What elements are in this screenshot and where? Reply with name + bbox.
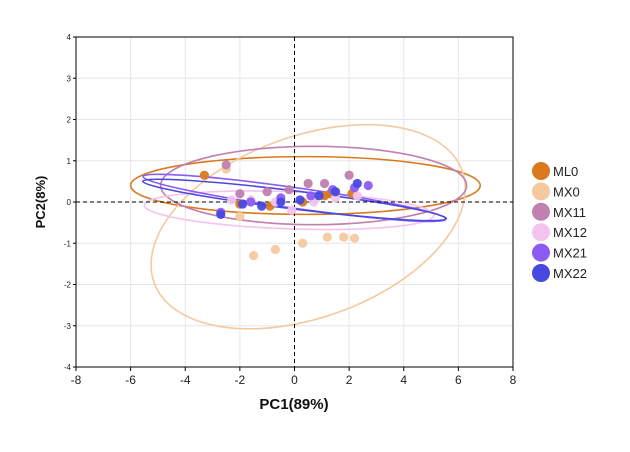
data-point-mx11 [235, 189, 245, 199]
confidence-ellipse-ml0 [129, 155, 482, 216]
data-point-mx12 [227, 195, 237, 205]
y-axis-title: PC2(8%) [33, 176, 48, 229]
data-point-mx22 [295, 195, 305, 205]
data-point-mx11 [221, 160, 231, 170]
data-point-mx21 [246, 197, 256, 207]
data-point-mx0 [349, 233, 360, 243]
data-point-mx22 [238, 199, 248, 209]
data-point-mx21 [306, 191, 316, 201]
y-tick-label: 1 [67, 157, 72, 166]
data-point-mx11 [284, 185, 294, 195]
legend-label-mx0: MX0 [553, 184, 580, 199]
y-tick-label: -1 [64, 239, 72, 248]
legend-marker-ml0 [532, 162, 550, 180]
legend-label-ml0: ML0 [553, 164, 578, 179]
y-tick-label: -4 [64, 363, 72, 372]
y-tick-label: 3 [67, 74, 72, 83]
data-point-mx0 [270, 244, 280, 255]
data-point-ml0 [199, 170, 209, 180]
x-tick-label: 4 [400, 373, 407, 387]
data-point-mx0 [322, 232, 332, 242]
data-point-mx22 [257, 201, 267, 211]
x-tick-label: -6 [125, 373, 136, 387]
data-point-mx22 [216, 209, 226, 219]
data-point-mx0 [339, 232, 349, 242]
legend-marker-mx21 [532, 243, 550, 262]
data-point-mx22 [352, 178, 362, 189]
x-tick-label: -4 [180, 373, 191, 387]
data-point-mx11 [303, 178, 313, 189]
data-point-mx21 [363, 180, 373, 191]
x-tick-label: 6 [455, 373, 462, 387]
y-tick-label: -2 [64, 281, 72, 290]
x-tick-label: -8 [71, 373, 82, 387]
legend-marker-mx0 [532, 182, 550, 201]
zero-reference-lines [76, 37, 513, 367]
data-point-mx0 [235, 211, 245, 222]
y-tick-label: 0 [67, 198, 72, 207]
legend-marker-mx12 [532, 223, 550, 242]
data-point-mx11 [319, 178, 330, 189]
data-point-mx11 [344, 170, 354, 180]
legend-label-mx22: MX22 [553, 266, 587, 281]
confidence-ellipse-mx0 [150, 123, 467, 330]
data-points [199, 160, 373, 261]
x-tick-label: 0 [291, 373, 298, 387]
y-tick-label: 2 [67, 116, 72, 125]
data-point-mx22 [314, 191, 324, 201]
data-point-mx11 [262, 187, 272, 197]
legend-label-mx21: MX21 [553, 246, 587, 261]
y-axis-ticks: -4 -3 -2 -1 0 1 2 3 4 [64, 33, 76, 372]
y-tick-label: -3 [64, 322, 72, 331]
legend-marker-mx11 [532, 202, 550, 221]
y-tick-label: 4 [67, 33, 72, 42]
data-point-mx0 [298, 238, 308, 248]
x-axis-ticks: -8 -6 -4 -2 0 2 4 6 8 [71, 367, 517, 387]
data-point-mx22 [330, 187, 341, 197]
confidence-ellipse-mx11 [159, 145, 468, 226]
x-axis-title: PC1(89%) [259, 396, 328, 413]
data-point-mx22 [276, 197, 286, 207]
x-tick-label: -2 [235, 373, 246, 387]
x-tick-label: 8 [510, 373, 517, 387]
legend-label-mx12: MX12 [553, 225, 587, 240]
legend: ML0 MX0 MX11 MX12 MX21 MX22 [532, 162, 587, 282]
data-point-mx12 [287, 205, 297, 215]
x-tick-label: 2 [346, 373, 353, 387]
legend-label-mx11: MX11 [553, 205, 586, 220]
data-point-mx0 [248, 251, 259, 261]
legend-marker-mx22 [532, 264, 550, 282]
data-point-mx12 [352, 191, 362, 201]
